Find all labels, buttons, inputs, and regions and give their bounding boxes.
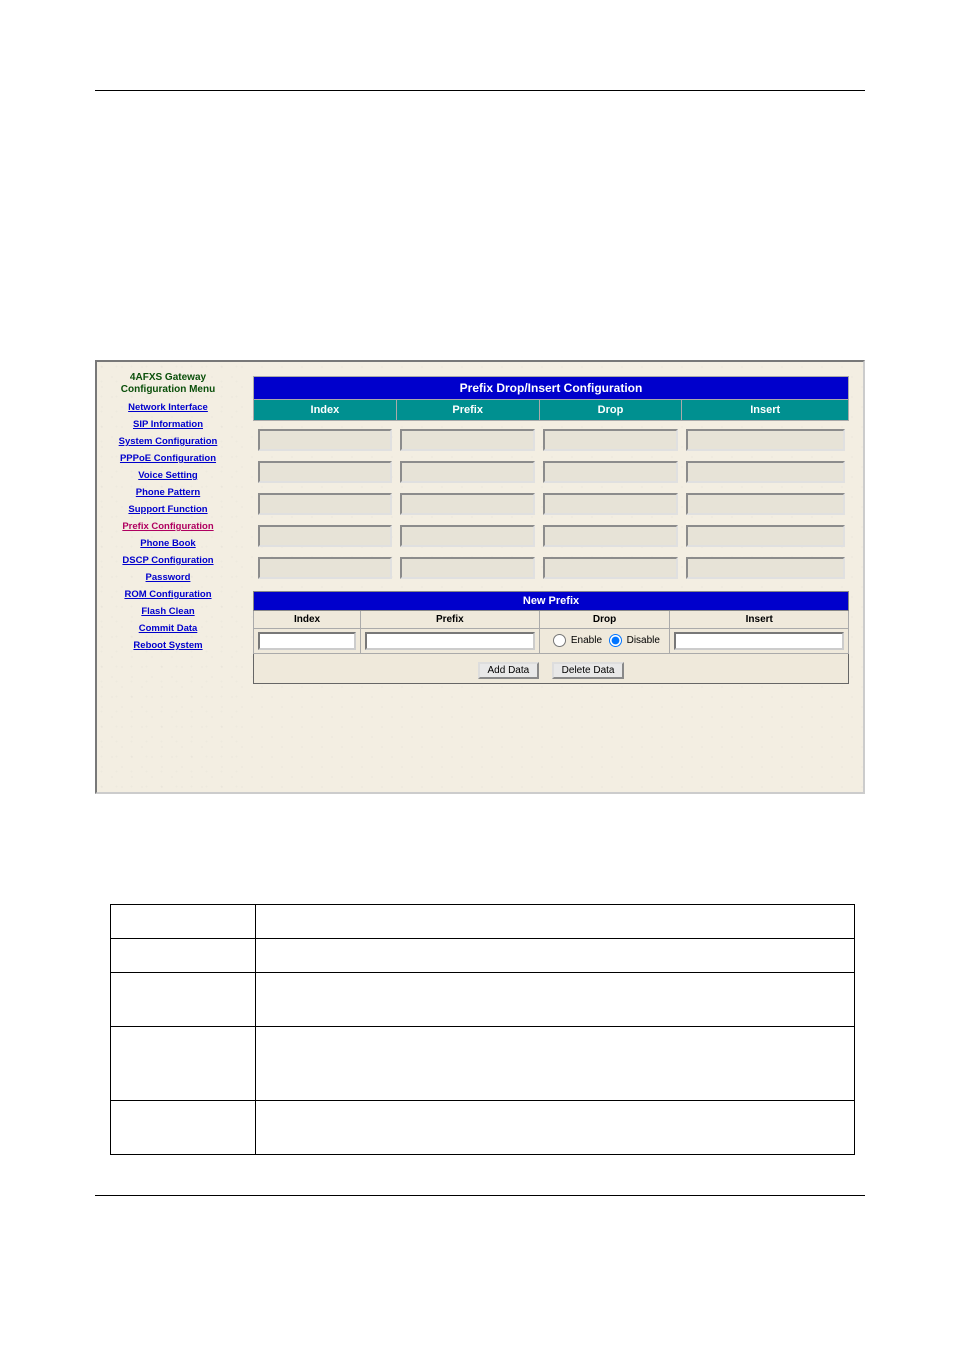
prefix-cell: [400, 557, 535, 579]
drop-disable-label: Disable: [624, 635, 660, 646]
delete-data-button[interactable]: [552, 662, 625, 679]
description-row: [111, 939, 855, 973]
sidebar-item-prefix-configuration[interactable]: Prefix Configuration: [101, 521, 235, 532]
description-cell-value: [256, 1027, 855, 1101]
drop-enable-label: Enable: [568, 635, 605, 646]
description-cell-value: [256, 1101, 855, 1155]
sidebar-item-voice-setting[interactable]: Voice Setting: [101, 470, 235, 481]
sidebar-title-line2: Configuration Menu: [121, 384, 215, 395]
sidebar-item-commit-data[interactable]: Commit Data: [101, 623, 235, 634]
prefix-cell: [543, 429, 678, 451]
sidebar-item-rom-configuration[interactable]: ROM Configuration: [101, 589, 235, 600]
sidebar-item-system-configuration[interactable]: System Configuration: [101, 436, 235, 447]
sidebar-item-support-function[interactable]: Support Function: [101, 504, 235, 515]
prefix-cell: [258, 429, 393, 451]
prefix-cell: [543, 557, 678, 579]
description-row: [111, 905, 855, 939]
prefix-cell: [686, 557, 845, 579]
sidebar-item-dscp-configuration[interactable]: DSCP Configuration: [101, 555, 235, 566]
sidebar-item-network-interface[interactable]: Network Interface: [101, 402, 235, 413]
prefix-table-col-drop: Drop: [539, 400, 682, 421]
app-inner: 4AFXS Gateway Configuration Menu Network…: [97, 362, 863, 792]
drop-disable-radio[interactable]: [609, 634, 622, 647]
table-row: [254, 459, 849, 485]
page: 4AFXS Gateway Configuration Menu Network…: [0, 0, 954, 1350]
description-cell-value: [256, 973, 855, 1027]
prefix-cell: [400, 525, 535, 547]
prefix-table-col-insert: Insert: [682, 400, 849, 421]
sidebar-item-phone-pattern[interactable]: Phone Pattern: [101, 487, 235, 498]
description-cell-value: [256, 905, 855, 939]
sidebar-title: 4AFXS Gateway Configuration Menu: [101, 372, 235, 396]
sidebar-item-reboot-system[interactable]: Reboot System: [101, 640, 235, 651]
new-prefix-col-prefix: Prefix: [361, 610, 540, 628]
prefix-cell: [686, 429, 845, 451]
description-cell-key: [111, 1101, 256, 1155]
prefix-input[interactable]: [365, 632, 535, 650]
new-prefix-col-drop: Drop: [539, 610, 670, 628]
prefix-cell: [258, 493, 393, 515]
bottom-divider: [95, 1195, 865, 1196]
new-prefix-col-insert: Insert: [670, 610, 849, 628]
description-row: [111, 1027, 855, 1101]
content-area: Prefix Drop/Insert Configuration IndexPr…: [239, 362, 863, 792]
sidebar-item-phone-book[interactable]: Phone Book: [101, 538, 235, 549]
drop-enable-radio[interactable]: [553, 634, 566, 647]
new-prefix-buttons-cell: [254, 653, 849, 683]
add-data-button[interactable]: [478, 662, 540, 679]
prefix-cell: [258, 557, 393, 579]
prefix-cell: [686, 525, 845, 547]
new-prefix-col-index: Index: [254, 610, 361, 628]
prefix-table: Prefix Drop/Insert Configuration IndexPr…: [253, 376, 849, 581]
description-cell-key: [111, 973, 256, 1027]
prefix-cell: [400, 461, 535, 483]
prefix-cell: [258, 461, 393, 483]
prefix-cell: [258, 525, 393, 547]
prefix-cell: [686, 461, 845, 483]
prefix-table-col-prefix: Prefix: [396, 400, 539, 421]
table-row: [254, 523, 849, 549]
drop-radio-group: Enable Disable: [539, 628, 670, 653]
insert-input[interactable]: [674, 632, 844, 650]
sidebar-item-password[interactable]: Password: [101, 572, 235, 583]
description-table: [110, 904, 855, 1155]
prefix-cell: [543, 461, 678, 483]
prefix-cell: [400, 493, 535, 515]
prefix-cell: [400, 429, 535, 451]
table-row: [254, 427, 849, 453]
prefix-table-col-index: Index: [254, 400, 397, 421]
new-prefix-title: New Prefix: [254, 591, 849, 610]
prefix-cell: [543, 525, 678, 547]
description-row: [111, 973, 855, 1027]
table-row: [254, 555, 849, 581]
sidebar: 4AFXS Gateway Configuration Menu Network…: [97, 362, 239, 792]
sidebar-item-sip-information[interactable]: SIP Information: [101, 419, 235, 430]
top-divider: [95, 90, 865, 91]
sidebar-title-line1: 4AFXS Gateway: [130, 372, 206, 383]
index-input[interactable]: [258, 632, 356, 650]
prefix-cell: [543, 493, 678, 515]
description-cell-value: [256, 939, 855, 973]
table-row: [254, 491, 849, 517]
sidebar-item-flash-clean[interactable]: Flash Clean: [101, 606, 235, 617]
app-window: 4AFXS Gateway Configuration Menu Network…: [95, 360, 865, 794]
description-cell-key: [111, 939, 256, 973]
new-prefix-table: New Prefix IndexPrefixDropInsert Enable …: [253, 591, 849, 684]
sidebar-item-pppoe-configuration[interactable]: PPPoE Configuration: [101, 453, 235, 464]
prefix-cell: [686, 493, 845, 515]
description-cell-key: [111, 1027, 256, 1101]
description-row: [111, 1101, 855, 1155]
prefix-table-title: Prefix Drop/Insert Configuration: [254, 377, 849, 400]
description-cell-key: [111, 905, 256, 939]
